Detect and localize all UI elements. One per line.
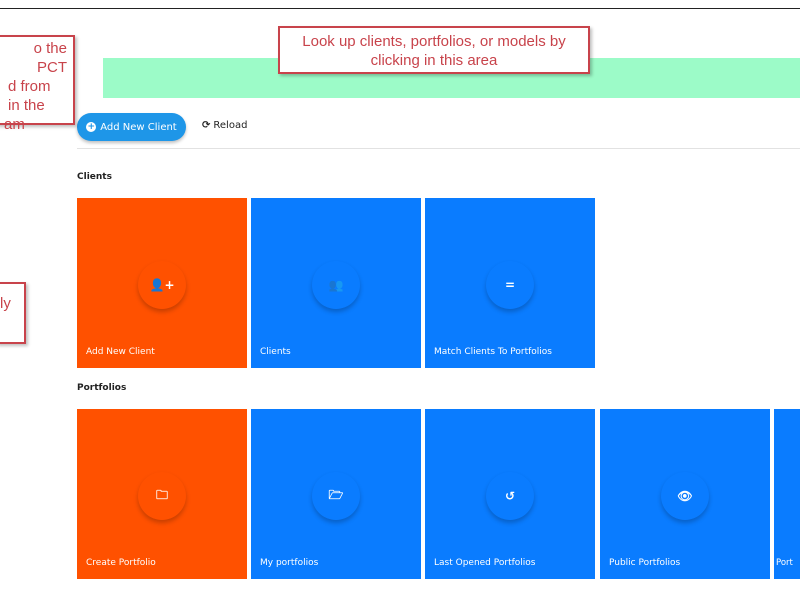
tile-label: Create Portfolio <box>86 558 156 568</box>
callout-left-mid: ly <box>0 282 26 344</box>
callout-text: ly <box>0 295 11 312</box>
divider <box>77 148 800 149</box>
callout-text: Look up clients, portfolios, or models b… <box>302 33 566 69</box>
refresh-icon: ⟳ <box>202 120 211 131</box>
plus-circle-icon: + <box>86 121 97 132</box>
section-title-clients: Clients <box>77 172 112 182</box>
callout-line: o the PCT <box>33 40 67 76</box>
tile-port[interactable]: Port <box>774 409 800 579</box>
tile-label: Match Clients To Portfolios <box>434 347 552 357</box>
tile-label: Last Opened Portfolios <box>434 558 536 568</box>
tile-label: Clients <box>260 347 291 357</box>
top-border <box>0 8 800 9</box>
tile-label: My portfolios <box>260 558 319 568</box>
add-new-client-button[interactable]: + Add New Client <box>77 113 186 141</box>
tile-label: Public Portfolios <box>609 558 681 568</box>
folder-plus-icon: 🗀 <box>138 472 186 520</box>
folder-open-icon: 🗁 <box>312 472 360 520</box>
tile-clients[interactable]: 👥 Clients <box>251 198 421 368</box>
eye-icon: 👁 <box>661 472 709 520</box>
callout-line: in the <box>8 97 45 114</box>
users-icon: 👥 <box>312 261 360 309</box>
callout-left-top: o the PCT d from in the am <box>0 35 75 133</box>
reload-button[interactable]: ⟳ Reload <box>202 120 247 131</box>
callout-line: d from <box>8 78 51 95</box>
section-title-portfolios: Portfolios <box>77 383 127 393</box>
button-label: Add New Client <box>100 121 177 133</box>
tile-match-clients-to-portfolios[interactable]: = Match Clients To Portfolios <box>425 198 595 368</box>
equals-icon: = <box>486 261 534 309</box>
tile-public-portfolios[interactable]: 👁 Public Portfolios <box>600 409 770 579</box>
tile-label: Port <box>776 558 793 568</box>
tile-create-portfolio[interactable]: 🗀 Create Portfolio <box>77 409 247 579</box>
button-label: Reload <box>213 120 248 131</box>
callout-top: Look up clients, portfolios, or models b… <box>278 26 590 74</box>
history-icon: ↺ <box>486 472 534 520</box>
user-plus-icon: 👤+ <box>138 261 186 309</box>
callout-line: am <box>4 116 25 133</box>
tile-add-new-client[interactable]: 👤+ Add New Client <box>77 198 247 368</box>
tile-label: Add New Client <box>86 347 155 357</box>
tile-my-portfolios[interactable]: 🗁 My portfolios <box>251 409 421 579</box>
tile-last-opened-portfolios[interactable]: ↺ Last Opened Portfolios <box>425 409 595 579</box>
